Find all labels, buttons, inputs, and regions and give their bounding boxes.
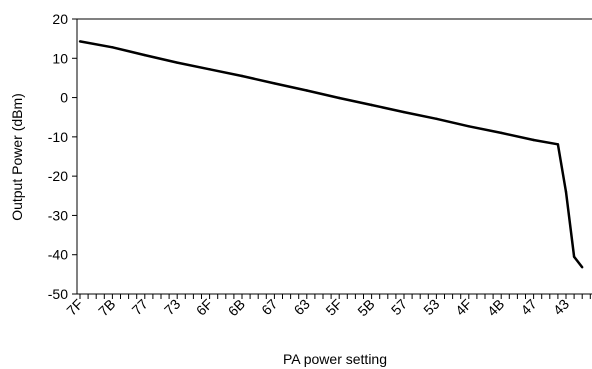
data-point <box>556 143 560 146</box>
data-point <box>338 96 341 100</box>
data-point <box>500 131 503 135</box>
x-tick-label: 47 <box>517 296 539 318</box>
y-tick-label: -10 <box>48 129 68 145</box>
x-tick-label: 4B <box>484 296 507 319</box>
data-point <box>467 125 470 128</box>
x-axis-title: PA power setting <box>283 351 387 367</box>
x-tick-label: 63 <box>291 296 313 318</box>
series-layer <box>78 40 584 269</box>
y-axis-ticks: 20 10 0 -10 -20 -30 -40 -50 <box>48 11 77 302</box>
data-point <box>143 53 146 57</box>
y-tick-label: 20 <box>52 11 68 27</box>
x-tick-label: 67 <box>258 296 280 318</box>
y-tick-label: -50 <box>48 286 68 302</box>
x-axis-ticks: 7F 7B 77 73 6F 6B 67 63 5F 5B 57 53 4F 4B 47 43 <box>63 294 591 319</box>
data-point <box>176 61 179 64</box>
y-tick-label: 0 <box>60 90 68 106</box>
data-point <box>435 117 438 121</box>
y-tick-label: -20 <box>48 168 68 184</box>
y-axis-title: Output Power (dBm) <box>9 93 25 221</box>
x-tick-label: 6F <box>193 296 216 319</box>
x-tick-label: 53 <box>420 296 442 318</box>
y-tick-label: -40 <box>48 247 68 263</box>
x-tick-label: 6B <box>225 296 248 319</box>
x-tick-label: 5F <box>322 296 345 319</box>
x-tick-label: 7B <box>95 296 118 319</box>
data-point <box>111 46 114 49</box>
x-tick-label: 73 <box>161 296 183 318</box>
data-point <box>581 266 584 269</box>
x-tick-label: 57 <box>388 296 410 318</box>
data-point <box>78 40 82 43</box>
data-point <box>532 138 535 142</box>
x-tick-label: 43 <box>550 296 572 318</box>
data-point <box>208 68 211 71</box>
data-point <box>564 190 568 194</box>
data-point <box>402 110 406 114</box>
x-tick-label: 5B <box>354 296 377 319</box>
data-point <box>240 74 244 78</box>
data-point <box>305 89 308 92</box>
y-tick-label: 10 <box>52 50 68 66</box>
y-tick-label: -30 <box>48 207 68 223</box>
plot-area <box>77 19 592 294</box>
x-tick-label: 77 <box>129 296 151 318</box>
x-tick-label: 4F <box>452 296 475 319</box>
data-point <box>273 82 276 85</box>
data-point <box>370 103 373 107</box>
data-point <box>572 255 576 258</box>
